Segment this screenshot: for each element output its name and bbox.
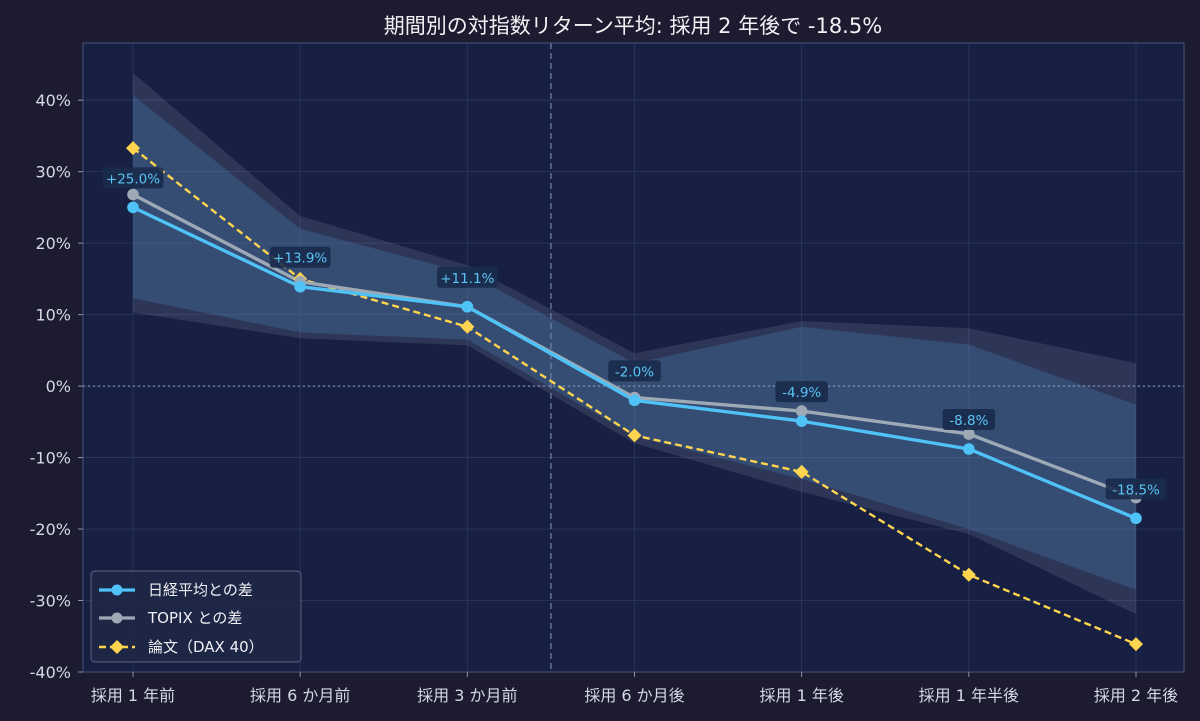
band-topix [133, 73, 1136, 615]
point-nikkei [963, 443, 975, 455]
point-nikkei [294, 280, 306, 293]
point-nikkei [628, 394, 641, 407]
point-nikkei [1130, 512, 1142, 525]
data-label-box [1105, 478, 1167, 500]
y-tick-label: -10% [30, 449, 71, 468]
x-tick-label: 採用 6 か月前 [250, 686, 350, 705]
data-label-text: +11.1% [440, 271, 494, 287]
legend-box [90, 570, 302, 663]
x-tick-label: 採用 1 年後 [759, 686, 843, 705]
data-labels: +25.0% +13.9% +11.1% -2.0% -4.9% -8.8% -18.5% [102, 167, 1167, 500]
y-tick-label: -20% [30, 520, 71, 539]
point-nikkei [461, 300, 474, 313]
point-nikkei [127, 201, 139, 214]
x-tick-label: 採用 3 か月前 [417, 686, 517, 705]
data-label: +25.0% [102, 167, 164, 189]
legend-label-dax: 論文（DAX 40） [148, 638, 264, 656]
y-tick-label: -40% [30, 663, 71, 682]
point-topix [963, 428, 975, 440]
data-label-text: +25.0% [106, 171, 160, 187]
plot-frame [82, 42, 1185, 673]
y-tick-label: 10% [35, 306, 71, 325]
point-dax [126, 141, 140, 156]
data-label-text: -4.9% [782, 385, 821, 401]
data-label-text: +13.9% [273, 251, 327, 267]
legend-marker-nikkei [111, 584, 123, 596]
point-topix [127, 188, 139, 201]
data-label: -4.9% [775, 381, 828, 403]
legend-item-nikkei: 日経平均との差 [99, 581, 253, 599]
data-label-box [608, 360, 661, 382]
legend-marker-topix [111, 612, 123, 624]
reference-lines [83, 43, 1184, 672]
data-label-box [102, 167, 164, 189]
x-tick-label: 採用 6 か月後 [584, 686, 684, 705]
y-tick-label: 40% [35, 91, 71, 110]
y-tick-label: 20% [35, 234, 71, 253]
point-topix [795, 405, 808, 417]
plot-area [83, 43, 1184, 672]
y-tick-label: 0% [46, 377, 71, 396]
legend: 日経平均との差 TOPIX との差 論文（DAX 40） [90, 570, 302, 663]
point-dax [627, 428, 642, 443]
data-label-text: -8.8% [949, 413, 988, 429]
data-label: -18.5% [1105, 478, 1167, 500]
grid [83, 43, 1184, 673]
legend-item-topix: TOPIX との差 [99, 609, 242, 627]
legend-marker-dax [110, 640, 124, 654]
data-label-text: -18.5% [1112, 482, 1160, 498]
x-tick-label: 採用 1 年前 [91, 686, 175, 705]
x-tick-label: 採用 2 年後 [1094, 686, 1178, 705]
data-label: -8.8% [942, 408, 996, 430]
x-tick-label: 採用 1 年半後 [919, 686, 1019, 705]
data-label-box [269, 246, 331, 268]
data-label: +11.1% [437, 266, 498, 288]
point-nikkei [795, 415, 808, 427]
legend-label-topix: TOPIX との差 [147, 609, 242, 627]
chart-title: 期間別の対指数リターン平均: 採用 2 年後で -18.5% [384, 14, 882, 38]
series-markers [126, 141, 1143, 652]
data-label-box [437, 266, 498, 288]
data-label-box [775, 381, 828, 403]
point-dax [961, 567, 976, 582]
data-label: +13.9% [269, 246, 331, 268]
point-dax [1129, 637, 1143, 652]
data-label-text: -2.0% [615, 364, 654, 380]
point-dax [460, 319, 475, 334]
point-dax [794, 464, 809, 479]
data-label: -2.0% [608, 360, 661, 382]
legend-label-nikkei: 日経平均との差 [148, 581, 253, 599]
legend-item-dax: 論文（DAX 40） [99, 638, 264, 656]
band-nikkei [133, 95, 1136, 590]
confidence-bands [133, 73, 1136, 615]
y-tick-label: 30% [35, 163, 71, 182]
data-label-box [942, 408, 996, 430]
y-tick-label: -30% [30, 592, 71, 611]
axes: -40% -30% -20% -10% 0% 10% 20% 30% 40% 採用 1 年前 採用 … [30, 91, 1179, 705]
